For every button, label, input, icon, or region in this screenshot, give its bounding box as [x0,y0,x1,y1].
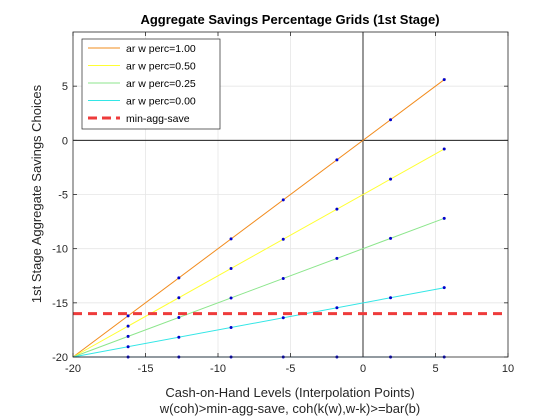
data-point [389,236,393,240]
data-point [442,147,446,151]
x-tick-label: -10 [210,363,226,375]
x-tick-label: 10 [502,363,514,375]
data-point [281,276,285,280]
legend: ar w perc=1.00 ar w perc=0.50 ar w perc=0.… [81,38,221,130]
series-line-0 [72,78,446,358]
data-point [126,334,130,338]
data-point [229,325,233,329]
y-tick-label: -20 [52,352,68,364]
data-point [335,306,339,310]
y-tick-label: 0 [62,135,68,147]
data-point [335,207,339,211]
data-point [442,78,446,82]
legend-label-1: ar w perc=0.50 [126,61,196,73]
data-point [335,256,339,260]
series-line-1 [72,147,446,358]
data-point [177,276,181,280]
data-point [229,266,233,270]
y-tick-label: -5 [58,190,68,202]
x-tick-label: 0 [360,363,366,375]
y-tick-label: -15 [52,298,68,310]
y-tick-label: 5 [62,81,68,93]
chart-title: Aggregate Savings Percentage Grids (1st … [140,12,439,27]
data-point [126,324,130,328]
x-tick-label: 5 [432,363,438,375]
ticks: -20 -15 -10 -5 0 5 10 -20 -15 -10 -5 0 5 [52,32,514,375]
data-point [229,296,233,300]
y-axis-label: 1st Stage Aggregate Savings Choices [29,84,44,303]
series-line-2 [72,217,446,358]
data-point [229,237,233,241]
x-tick-label: -5 [286,363,296,375]
x-tick-label: -20 [65,363,81,375]
x-axis-label: Cash-on-Hand Levels (Interpolation Point… [165,385,414,400]
y-tick-label: -10 [52,244,68,256]
data-point [177,296,181,300]
legend-label-2: ar w perc=0.25 [126,78,196,90]
data-point [126,314,130,318]
data-point [389,177,393,181]
data-point [442,286,446,290]
data-point [126,345,130,349]
data-point [442,216,446,220]
data-point [177,315,181,319]
x-axis-label-secondary: w(coh)>min-agg-save, coh(k(w),w-k)>=bar(… [159,401,420,416]
legend-label-4: min-agg-save [126,113,190,125]
series-line-3 [72,286,446,358]
data-point [177,335,181,339]
data-point [389,296,393,300]
data-point [281,198,285,202]
data-point [389,118,393,122]
legend-box [81,38,221,130]
legend-label-0: ar w perc=1.00 [126,43,196,55]
data-point [281,316,285,320]
legend-items: ar w perc=1.00 ar w perc=0.50 ar w perc=0.… [88,43,196,125]
legend-label-3: ar w perc=0.00 [126,96,196,108]
x-tick-label: -15 [138,363,154,375]
data-point [335,158,339,162]
data-point [281,237,285,241]
